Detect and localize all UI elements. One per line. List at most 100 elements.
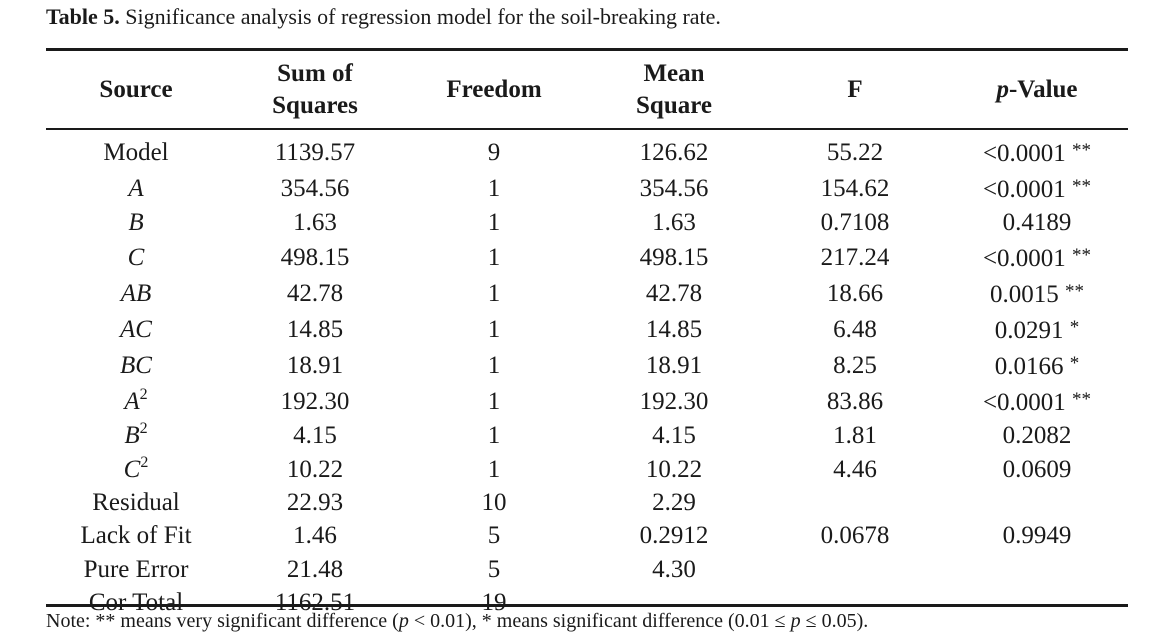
cell-freedom: 5	[487, 555, 501, 583]
header-f: F	[847, 75, 863, 103]
cell-source-text: C	[127, 243, 145, 271]
cell-sum-of-squares: 18.91	[286, 351, 344, 379]
table-row: Model 1139.57 9 126.62 55.22 <0.0001 **	[46, 134, 1128, 170]
cell-freedom: 1	[487, 422, 501, 450]
cell-source: B2	[46, 419, 226, 452]
cell-source-text: B	[128, 209, 144, 237]
cell-source: C	[46, 239, 226, 275]
cell-mean-square: 0.2912	[639, 522, 709, 550]
cell-mean-square: 4.15	[652, 422, 696, 450]
header-mean-square: Mean Square	[584, 51, 764, 128]
header-sum-of-squares: Sum of Squares	[226, 51, 404, 128]
cell-source: Cor Total	[46, 586, 226, 619]
cell-significance-marker: **	[1072, 389, 1092, 411]
cell-sum-of-squares: 21.48	[286, 555, 344, 583]
cell-source: AB	[46, 275, 226, 311]
note-condition-2: ≤ 0.05).	[800, 610, 869, 632]
table-top-rule	[46, 48, 1128, 51]
header-source: Source	[99, 75, 173, 103]
table-row: Lack of Fit 1.46 5 0.2912 0.0678 0.9949	[46, 519, 1128, 552]
cell-p-value: 0.0609	[946, 453, 1128, 486]
cell-significance-marker: *	[1069, 353, 1080, 375]
cell-freedom: 1	[487, 315, 501, 343]
cell-source-exponent: 2	[140, 453, 149, 471]
cell-f: 4.46	[833, 455, 877, 483]
table-body: Model 1139.57 9 126.62 55.22 <0.0001 ** A 354.5…	[46, 128, 1128, 619]
cell-mean-square: 354.56	[639, 174, 709, 202]
cell-mean-square: 42.78	[645, 279, 703, 307]
cell-source-text: AC	[120, 315, 152, 343]
table-caption-text: Significance analysis of regression mode…	[125, 4, 721, 29]
cell-freedom: 1	[487, 174, 501, 202]
cell-p-value: <0.0001 **	[946, 239, 1128, 275]
cell-source: Lack of Fit	[46, 519, 226, 552]
cell-mean-square: 2.29	[652, 489, 696, 517]
cell-p-value-text: <0.0001	[982, 176, 1066, 203]
cell-sum-of-squares: 14.85	[286, 315, 344, 343]
cell-source: A2	[46, 383, 226, 419]
cell-p-value-text: 0.2082	[1002, 422, 1072, 450]
cell-source: B	[46, 206, 226, 239]
cell-p-value-text: 0.0166	[994, 353, 1064, 381]
note-p-symbol-1: p	[398, 610, 409, 632]
cell-freedom: 1	[487, 351, 501, 379]
cell-mean-square: 126.62	[639, 138, 709, 166]
cell-mean-square: 14.85	[645, 315, 703, 343]
table-caption: Table 5. Significance analysis of regres…	[46, 4, 721, 30]
cell-f: 55.22	[826, 138, 884, 166]
cell-source-exponent: 2	[139, 385, 148, 403]
cell-freedom: 5	[487, 522, 501, 550]
note-condition-1: < 0.01), * means significant difference …	[408, 610, 791, 632]
table-row: C 498.15 1 498.15 217.24 <0.0001 **	[46, 239, 1128, 275]
table-row: C2 10.22 1 10.22 4.46 0.0609	[46, 453, 1128, 486]
note-p-symbol-2: p	[790, 610, 801, 632]
cell-p-value-text: <0.0001	[982, 389, 1066, 417]
table-row: AC 14.85 1 14.85 6.48 0.0291 *	[46, 311, 1128, 347]
cell-p-value	[946, 586, 1128, 619]
cell-source: AC	[46, 311, 226, 347]
cell-source-text: Lack of Fit	[80, 522, 192, 550]
table-row: AB 42.78 1 42.78 18.66 0.0015 **	[46, 275, 1128, 311]
cell-sum-of-squares: 498.15	[280, 243, 350, 271]
cell-p-value-text: <0.0001	[982, 140, 1066, 167]
cell-mean-square: 4.30	[652, 555, 696, 583]
header-mean-square-line1: Mean	[643, 59, 705, 87]
table-row: B2 4.15 1 4.15 1.81 0.2082	[46, 419, 1128, 452]
cell-freedom: 1	[487, 279, 501, 307]
table-note: Note: ** means very significant differen…	[46, 608, 868, 634]
table-row: A2 192.30 1 192.30 83.86 <0.0001 **	[46, 383, 1128, 419]
cell-f	[764, 552, 946, 585]
table-bottom-rule	[46, 604, 1128, 607]
header-sum-of-squares-line2: Squares	[272, 91, 358, 119]
cell-source-text: A	[124, 387, 140, 415]
cell-source-text: C	[123, 455, 141, 483]
cell-p-value: 0.4189	[946, 206, 1128, 239]
table-row: Residual 22.93 10 2.29	[46, 486, 1128, 519]
cell-sum-of-squares: 1162.51	[274, 588, 356, 616]
cell-freedom: 1	[487, 209, 501, 237]
cell-p-value: <0.0001 **	[946, 383, 1128, 419]
header-p-value-suffix: -Value	[1008, 75, 1078, 103]
anova-table: Source Sum of Squares Freedom Mean Squar…	[46, 51, 1128, 619]
cell-f: 0.0678	[820, 522, 890, 550]
header-sum-of-squares-line1: Sum of	[277, 59, 353, 87]
table-row: Pure Error 21.48 5 4.30	[46, 552, 1128, 585]
cell-significance-marker: **	[1072, 140, 1092, 161]
cell-source-text: A	[128, 174, 144, 202]
cell-mean-square: 498.15	[639, 243, 709, 271]
cell-source-text: Pure Error	[83, 555, 189, 583]
table-row: Cor Total 1162.51 19	[46, 586, 1128, 619]
header-freedom: Freedom	[446, 75, 542, 103]
cell-f: 18.66	[826, 279, 884, 307]
cell-freedom: 1	[487, 455, 501, 483]
cell-f: 1.81	[833, 422, 877, 450]
cell-f: 0.7108	[820, 209, 890, 237]
cell-mean-square: 1.63	[652, 209, 696, 237]
cell-sum-of-squares: 1.63	[293, 209, 337, 237]
header-mean-square-line2: Square	[636, 91, 712, 119]
cell-freedom: 19	[481, 588, 507, 616]
cell-freedom: 1	[487, 243, 501, 271]
cell-p-value: 0.9949	[946, 519, 1128, 552]
cell-sum-of-squares: 4.15	[293, 422, 337, 450]
cell-source-text: Residual	[92, 489, 180, 517]
